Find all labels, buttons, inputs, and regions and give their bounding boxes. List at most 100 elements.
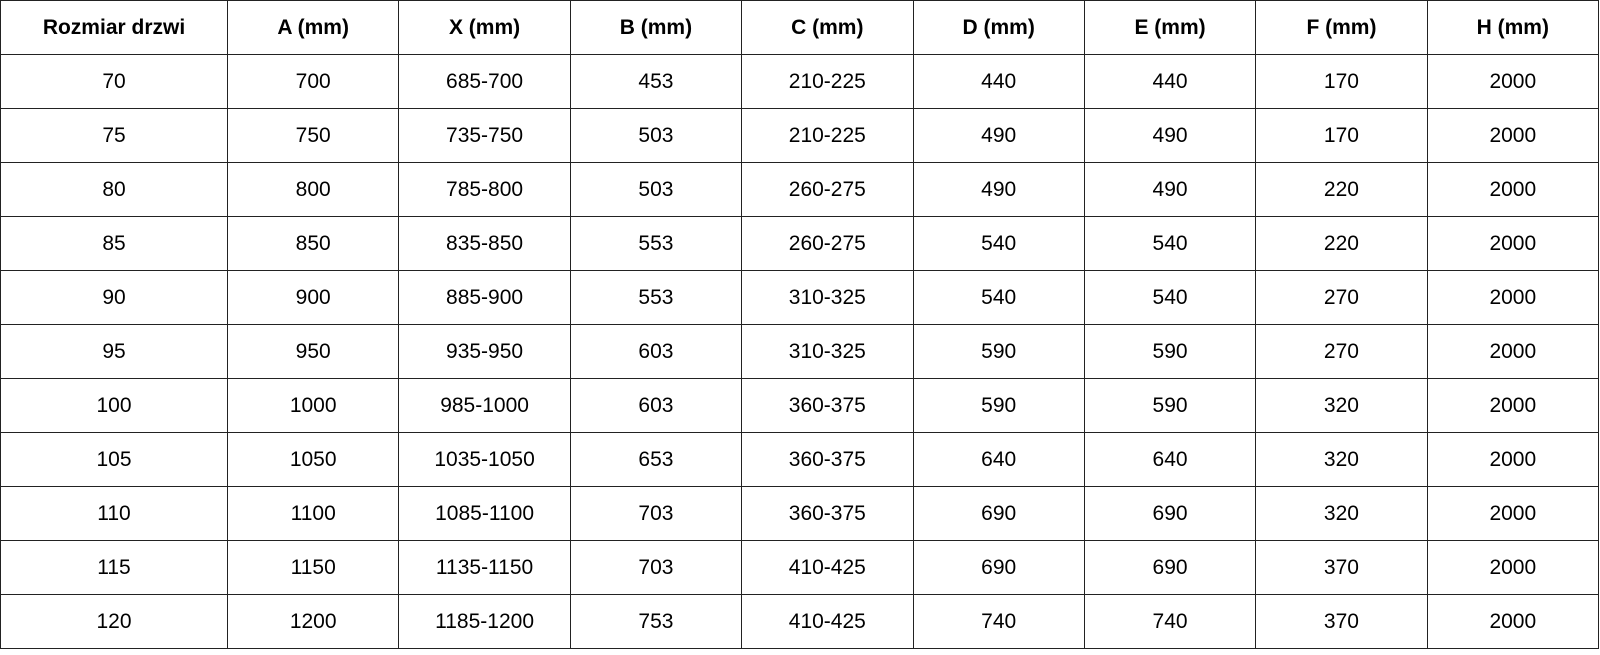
table-cell: 85: [0, 216, 228, 271]
table-cell: 753: [569, 594, 743, 649]
table-cell: 270: [1255, 324, 1428, 379]
table-cell: 740: [912, 594, 1085, 649]
table-cell: 690: [912, 486, 1085, 541]
table-cell: 885-900: [398, 270, 571, 325]
table-row: 100 1000 985-1000 603 360-375 590 590 320 2000: [0, 378, 1600, 433]
table-cell: 490: [1083, 162, 1257, 217]
table-cell: 440: [912, 54, 1085, 109]
column-header: Rozmiar drzwi: [0, 0, 228, 55]
table-cell: 260-275: [741, 162, 914, 217]
table-cell: 1050: [226, 432, 400, 487]
table-cell: 1185-1200: [398, 594, 571, 649]
table-cell: 490: [912, 162, 1085, 217]
table-cell: 900: [226, 270, 400, 325]
table-cell: 540: [1083, 270, 1257, 325]
table-cell: 490: [1083, 108, 1257, 163]
header-row: Rozmiar drzwi A (mm) X (mm) B (mm) C (mm) D (…: [0, 0, 1600, 55]
table-cell: 115: [0, 540, 228, 595]
table-cell: 490: [912, 108, 1085, 163]
table-cell: 270: [1255, 270, 1428, 325]
table-cell: 210-225: [741, 108, 914, 163]
table-cell: 75: [0, 108, 228, 163]
table-cell: 310-325: [741, 324, 914, 379]
table-cell: 690: [1083, 486, 1257, 541]
table-cell: 320: [1255, 486, 1428, 541]
table-row: 70 700 685-700 453 210-225 440 440 170 2000: [0, 54, 1600, 109]
table-cell: 2000: [1426, 540, 1600, 595]
table-cell: 1085-1100: [398, 486, 571, 541]
table-row: 105 1050 1035-1050 653 360-375 640 640 320 2000: [0, 432, 1600, 487]
table-cell: 603: [569, 378, 743, 433]
table-cell: 320: [1255, 378, 1428, 433]
table-cell: 110: [0, 486, 228, 541]
table-cell: 703: [569, 540, 743, 595]
table-cell: 220: [1255, 162, 1428, 217]
table-cell: 700: [226, 54, 400, 109]
table-cell: 590: [912, 378, 1085, 433]
table-cell: 785-800: [398, 162, 571, 217]
table-cell: 320: [1255, 432, 1428, 487]
table-cell: 410-425: [741, 594, 914, 649]
table-cell: 360-375: [741, 378, 914, 433]
table-cell: 360-375: [741, 432, 914, 487]
table-cell: 2000: [1426, 162, 1600, 217]
column-header: C (mm): [741, 0, 914, 55]
table-cell: 950: [226, 324, 400, 379]
table-cell: 750: [226, 108, 400, 163]
table-cell: 453: [569, 54, 743, 109]
table-cell: 603: [569, 324, 743, 379]
table-cell: 2000: [1426, 378, 1600, 433]
table-cell: 703: [569, 486, 743, 541]
table-cell: 540: [912, 216, 1085, 271]
table-row: 75 750 735-750 503 210-225 490 490 170 2000: [0, 108, 1600, 163]
table-cell: 503: [569, 162, 743, 217]
table-cell: 80: [0, 162, 228, 217]
table-row: 120 1200 1185-1200 753 410-425 740 740 370 2000: [0, 594, 1600, 649]
table-cell: 1135-1150: [398, 540, 571, 595]
table-cell: 440: [1083, 54, 1257, 109]
column-header: A (mm): [226, 0, 400, 55]
table-cell: 2000: [1426, 594, 1600, 649]
column-header: H (mm): [1426, 0, 1600, 55]
table-cell: 370: [1255, 594, 1428, 649]
table-cell: 70: [0, 54, 228, 109]
table-cell: 310-325: [741, 270, 914, 325]
table-cell: 553: [569, 270, 743, 325]
table-cell: 2000: [1426, 324, 1600, 379]
table-cell: 740: [1083, 594, 1257, 649]
table-cell: 850: [226, 216, 400, 271]
table-cell: 120: [0, 594, 228, 649]
column-header: E (mm): [1083, 0, 1257, 55]
column-header: F (mm): [1255, 0, 1428, 55]
table-cell: 503: [569, 108, 743, 163]
column-header: B (mm): [569, 0, 743, 55]
table-cell: 2000: [1426, 486, 1600, 541]
table-cell: 210-225: [741, 54, 914, 109]
table-cell: 590: [1083, 324, 1257, 379]
column-header: D (mm): [912, 0, 1085, 55]
table-cell: 1000: [226, 378, 400, 433]
table-cell: 540: [912, 270, 1085, 325]
table-cell: 170: [1255, 54, 1428, 109]
table-cell: 540: [1083, 216, 1257, 271]
table-cell: 640: [912, 432, 1085, 487]
table-row: 110 1100 1085-1100 703 360-375 690 690 320 2000: [0, 486, 1600, 541]
table-cell: 653: [569, 432, 743, 487]
column-header: X (mm): [398, 0, 571, 55]
table-row: 115 1150 1135-1150 703 410-425 690 690 370 2000: [0, 540, 1600, 595]
table-cell: 260-275: [741, 216, 914, 271]
table-cell: 1100: [226, 486, 400, 541]
table-cell: 170: [1255, 108, 1428, 163]
table-cell: 553: [569, 216, 743, 271]
table-cell: 2000: [1426, 216, 1600, 271]
table-cell: 590: [912, 324, 1085, 379]
table-cell: 685-700: [398, 54, 571, 109]
table-cell: 1150: [226, 540, 400, 595]
table-cell: 690: [1083, 540, 1257, 595]
table-cell: 1200: [226, 594, 400, 649]
table-cell: 590: [1083, 378, 1257, 433]
table-cell: 370: [1255, 540, 1428, 595]
table-cell: 90: [0, 270, 228, 325]
table-cell: 735-750: [398, 108, 571, 163]
